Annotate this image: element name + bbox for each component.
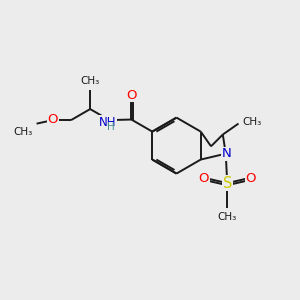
Text: CH₃: CH₃	[218, 212, 237, 222]
Text: NH: NH	[99, 116, 117, 129]
Text: N: N	[221, 147, 231, 160]
Text: O: O	[126, 88, 136, 102]
Text: H: H	[106, 122, 114, 132]
Text: O: O	[198, 172, 209, 185]
Text: CH₃: CH₃	[242, 117, 261, 127]
Text: CH₃: CH₃	[13, 127, 32, 136]
Text: O: O	[245, 172, 256, 185]
Text: CH₃: CH₃	[80, 76, 100, 86]
Text: O: O	[47, 113, 58, 126]
Text: S: S	[223, 176, 232, 190]
